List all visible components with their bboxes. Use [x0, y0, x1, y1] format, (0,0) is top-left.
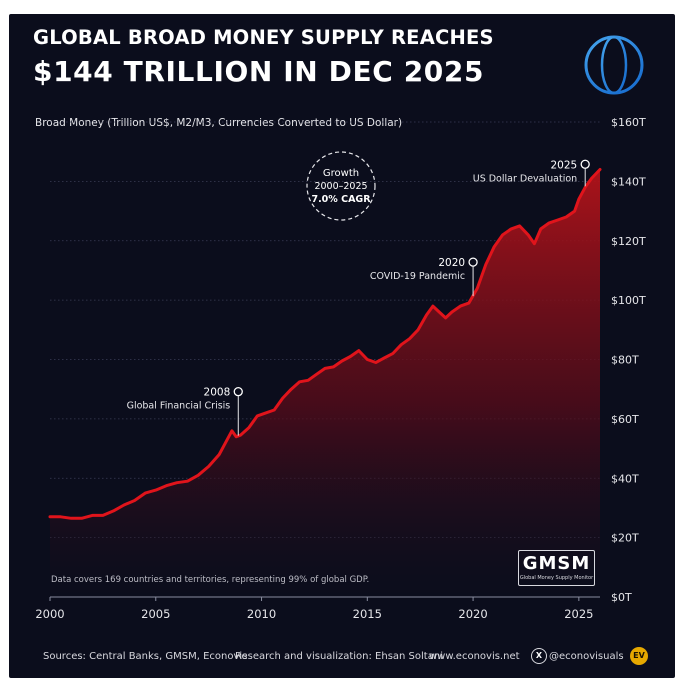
x-social-icon[interactable]: X — [531, 648, 547, 664]
credit-text: Research and visualization: Ehsan Soltan… — [235, 651, 443, 662]
annotation-year: 2008 — [204, 387, 231, 399]
x-tick-label: 2020 — [458, 607, 487, 621]
growth-badge-ring — [306, 151, 376, 221]
econovis-logo: EV — [630, 647, 648, 665]
y-tick-label: $60T — [611, 413, 639, 426]
x-tick-label: 2025 — [564, 607, 593, 621]
annotation-marker — [580, 159, 590, 169]
annotation-marker — [233, 387, 243, 397]
y-tick-label: $160T — [611, 116, 646, 129]
y-tick-label: $40T — [611, 472, 639, 485]
growth-badge-line: 7.0% CAGR — [311, 194, 371, 205]
annotation-text: US Dollar Devaluation — [473, 173, 577, 184]
x-tick-label: 2010 — [247, 607, 276, 621]
y-tick-label: $80T — [611, 354, 639, 367]
x-tick-label: 2000 — [35, 607, 64, 621]
growth-badge-line: 2000–2025 — [314, 181, 367, 192]
gmsm-logo-name: GMSM — [522, 553, 591, 574]
series-area — [50, 169, 600, 597]
y-tick-label: $120T — [611, 235, 646, 248]
twitter-handle-link[interactable]: @econovisuals — [549, 651, 624, 662]
annotation-text: COVID-19 Pandemic — [370, 271, 465, 282]
infographic-card: GLOBAL BROAD MONEY SUPPLY REACHES $144 T… — [9, 14, 675, 678]
annotation-year: 2020 — [438, 257, 465, 269]
x-tick-label: 2005 — [141, 607, 170, 621]
data-coverage-note: Data covers 169 countries and territorie… — [51, 575, 370, 585]
series-line — [48, 168, 602, 520]
gmsm-logo: GMSM Global Money Supply Monitor — [518, 550, 595, 586]
annotation-year: 2025 — [550, 159, 577, 171]
y-axis-label: Broad Money (Trillion US$, M2/M3, Curren… — [35, 117, 403, 129]
gmsm-logo-subtitle: Global Money Supply Monitor — [519, 575, 594, 581]
money-supply-chart: $0T $20T $40T $60T $80T $100T $120T $140T $160T 2… — [35, 116, 646, 621]
globe-icon — [584, 35, 644, 95]
sources-text: Sources: Central Banks, GMSM, Econovis — [43, 651, 248, 662]
y-tick-label: $140T — [611, 175, 646, 188]
x-tick-label: 2015 — [353, 607, 382, 621]
growth-badge-line: Growth — [323, 168, 359, 179]
website-link[interactable]: www.econovis.net — [429, 651, 520, 662]
y-tick-label: $0T — [611, 591, 632, 604]
title-line-1: GLOBAL BROAD MONEY SUPPLY REACHES — [33, 26, 494, 49]
y-tick-label: $100T — [611, 294, 646, 307]
title-line-2: $144 TRILLION IN DEC 2025 — [33, 55, 485, 88]
annotation-text: Global Financial Crisis — [127, 401, 231, 412]
annotation-marker — [468, 257, 478, 267]
y-tick-label: $20T — [611, 532, 639, 545]
